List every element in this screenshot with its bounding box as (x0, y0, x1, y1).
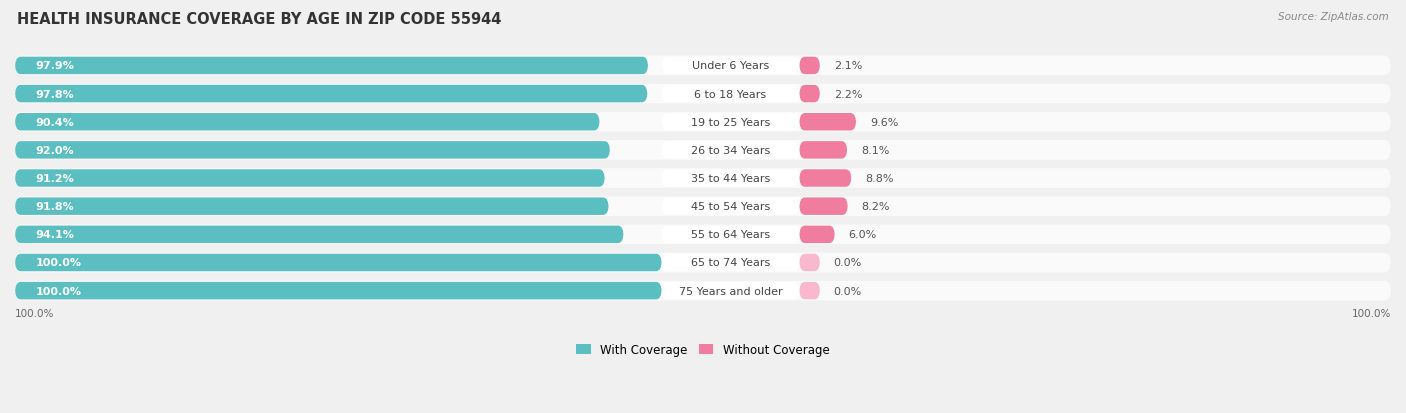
FancyBboxPatch shape (15, 113, 1391, 132)
Text: 65 to 74 Years: 65 to 74 Years (690, 258, 770, 268)
Text: 97.8%: 97.8% (35, 89, 75, 100)
Legend: With Coverage, Without Coverage: With Coverage, Without Coverage (572, 338, 834, 361)
Text: 90.4%: 90.4% (35, 117, 75, 128)
FancyBboxPatch shape (662, 226, 800, 244)
Text: 100.0%: 100.0% (15, 309, 55, 318)
FancyBboxPatch shape (800, 226, 835, 244)
Text: 26 to 34 Years: 26 to 34 Years (690, 145, 770, 156)
FancyBboxPatch shape (15, 169, 1391, 188)
FancyBboxPatch shape (15, 225, 1391, 244)
Text: 94.1%: 94.1% (35, 230, 75, 240)
Text: HEALTH INSURANCE COVERAGE BY AGE IN ZIP CODE 55944: HEALTH INSURANCE COVERAGE BY AGE IN ZIP … (17, 12, 502, 27)
Text: 75 Years and older: 75 Years and older (679, 286, 782, 296)
FancyBboxPatch shape (800, 114, 856, 131)
FancyBboxPatch shape (15, 226, 624, 244)
Text: 2.2%: 2.2% (834, 89, 862, 100)
FancyBboxPatch shape (800, 198, 848, 216)
FancyBboxPatch shape (15, 142, 610, 159)
FancyBboxPatch shape (800, 282, 820, 300)
FancyBboxPatch shape (15, 253, 1391, 273)
FancyBboxPatch shape (662, 85, 800, 103)
Text: 19 to 25 Years: 19 to 25 Years (690, 117, 770, 128)
FancyBboxPatch shape (15, 170, 605, 188)
FancyBboxPatch shape (15, 114, 599, 131)
FancyBboxPatch shape (15, 197, 1391, 216)
FancyBboxPatch shape (662, 198, 800, 216)
Text: 91.2%: 91.2% (35, 173, 75, 184)
Text: Source: ZipAtlas.com: Source: ZipAtlas.com (1278, 12, 1389, 22)
Text: 92.0%: 92.0% (35, 145, 75, 156)
FancyBboxPatch shape (15, 57, 1391, 76)
Text: 6 to 18 Years: 6 to 18 Years (695, 89, 766, 100)
FancyBboxPatch shape (15, 282, 662, 300)
Text: 6.0%: 6.0% (849, 230, 877, 240)
Text: 35 to 44 Years: 35 to 44 Years (690, 173, 770, 184)
FancyBboxPatch shape (15, 198, 609, 216)
Text: 97.9%: 97.9% (35, 61, 75, 71)
FancyBboxPatch shape (800, 142, 848, 159)
FancyBboxPatch shape (662, 254, 800, 272)
Text: 0.0%: 0.0% (834, 258, 862, 268)
Text: 8.8%: 8.8% (865, 173, 894, 184)
FancyBboxPatch shape (15, 141, 1391, 160)
FancyBboxPatch shape (15, 281, 1391, 301)
Text: 8.1%: 8.1% (860, 145, 890, 156)
Text: 0.0%: 0.0% (834, 286, 862, 296)
FancyBboxPatch shape (800, 85, 820, 103)
FancyBboxPatch shape (662, 114, 800, 131)
FancyBboxPatch shape (662, 282, 800, 300)
FancyBboxPatch shape (800, 254, 820, 272)
FancyBboxPatch shape (15, 254, 662, 272)
FancyBboxPatch shape (15, 85, 1391, 104)
FancyBboxPatch shape (662, 170, 800, 188)
FancyBboxPatch shape (15, 57, 648, 75)
Text: 45 to 54 Years: 45 to 54 Years (690, 202, 770, 212)
FancyBboxPatch shape (662, 57, 800, 75)
Text: 100.0%: 100.0% (35, 286, 82, 296)
Text: 8.2%: 8.2% (862, 202, 890, 212)
Text: 55 to 64 Years: 55 to 64 Years (690, 230, 770, 240)
Text: Under 6 Years: Under 6 Years (692, 61, 769, 71)
FancyBboxPatch shape (15, 85, 648, 103)
Text: 100.0%: 100.0% (35, 258, 82, 268)
Text: 91.8%: 91.8% (35, 202, 75, 212)
Text: 2.1%: 2.1% (834, 61, 862, 71)
Text: 100.0%: 100.0% (1351, 309, 1391, 318)
FancyBboxPatch shape (800, 170, 852, 188)
FancyBboxPatch shape (800, 57, 820, 75)
FancyBboxPatch shape (662, 142, 800, 159)
Text: 9.6%: 9.6% (870, 117, 898, 128)
